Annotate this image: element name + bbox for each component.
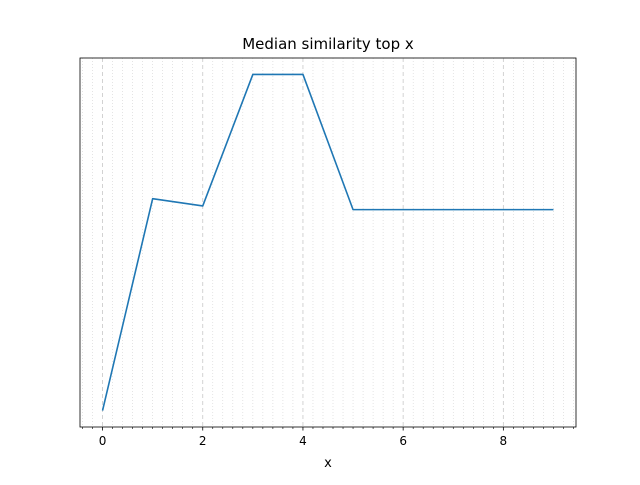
- x-axis-label: x: [324, 456, 332, 471]
- chart-title: Median similarity top x: [242, 35, 414, 53]
- grid: [82, 58, 574, 427]
- x-axis-ticks: 0 2 4 6 8: [82, 427, 574, 448]
- x-tick-label: 2: [199, 434, 207, 448]
- series-line: [101, 73, 554, 411]
- x-tick-label: 8: [500, 434, 508, 448]
- series-layer: [101, 73, 554, 411]
- plot-frame: [79, 57, 577, 428]
- x-tick-label: 4: [299, 434, 307, 448]
- x-tick-label: 6: [399, 434, 407, 448]
- x-tick-label: 0: [99, 434, 107, 448]
